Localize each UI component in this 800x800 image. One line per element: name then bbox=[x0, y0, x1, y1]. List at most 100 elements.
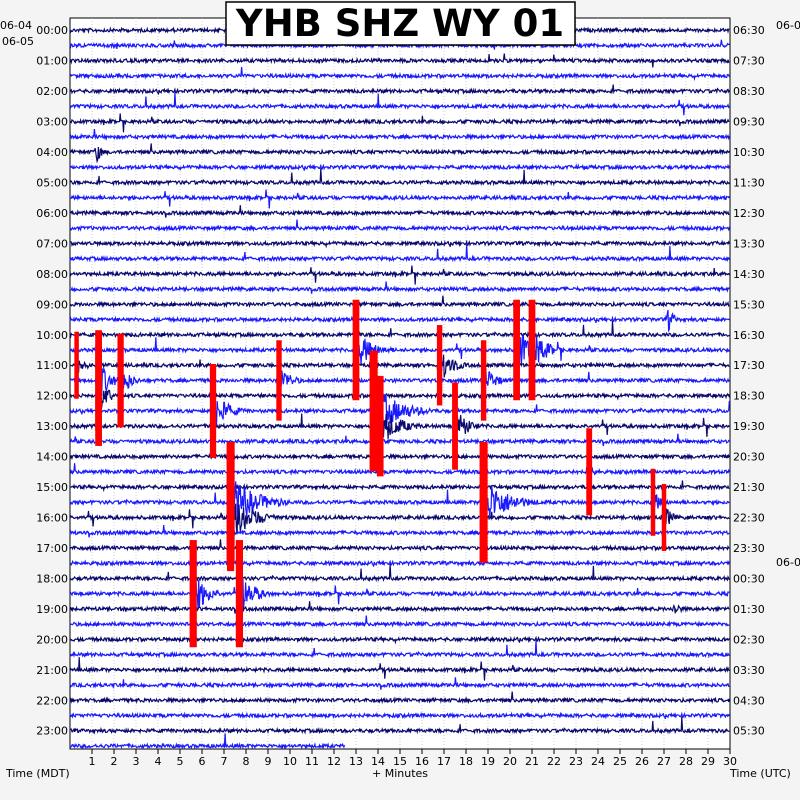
clipped-event bbox=[117, 333, 124, 428]
x-axis-label: + Minutes bbox=[372, 767, 428, 780]
left-hour-label: 10:00 bbox=[36, 329, 68, 342]
x-tick-label: 25 bbox=[613, 755, 627, 768]
trace-line bbox=[69, 67, 730, 82]
trace-line bbox=[69, 564, 730, 583]
trace-line bbox=[69, 460, 730, 480]
clipped-event bbox=[480, 340, 487, 421]
trace-line bbox=[69, 168, 730, 187]
x-tick-label: 20 bbox=[503, 755, 517, 768]
clipped-event bbox=[235, 540, 243, 648]
minute-grid bbox=[91, 18, 709, 749]
left-hour-label: 11:00 bbox=[36, 359, 68, 372]
left-hour-label: 22:00 bbox=[36, 694, 68, 707]
trace-line bbox=[69, 657, 730, 681]
trace-line bbox=[69, 205, 730, 218]
right-hour-label: 16:30 bbox=[733, 329, 765, 342]
x-axis-ticks: 1 2 3 4 5 6 7 8 9 10 11 12 13 14 15 16 17 18 19 20 21 22 23 24 2… bbox=[89, 749, 737, 768]
trace-line bbox=[69, 84, 730, 96]
right-hour-label: 23:30 bbox=[733, 542, 765, 555]
trace-line bbox=[69, 265, 730, 285]
trace-line bbox=[69, 481, 730, 526]
clipped-event bbox=[650, 468, 656, 536]
left-hour-label: 04:00 bbox=[36, 146, 68, 159]
trace-line bbox=[69, 113, 730, 133]
right-hour-label: 04:30 bbox=[733, 694, 765, 707]
trace-line bbox=[70, 281, 730, 294]
clipped-event bbox=[227, 463, 235, 572]
x-tick-label: 5 bbox=[177, 755, 184, 768]
trace-line bbox=[69, 92, 730, 116]
x-tick-label: 15 bbox=[393, 755, 407, 768]
x-tick-label: 26 bbox=[635, 755, 649, 768]
right-hour-label: 00:30 bbox=[733, 572, 765, 585]
x-tick-label: 21 bbox=[525, 755, 539, 768]
trace-line bbox=[69, 601, 730, 614]
trace-line bbox=[69, 53, 730, 68]
right-axis-label: Time (UTC) bbox=[729, 767, 791, 780]
trace-line bbox=[69, 354, 730, 378]
right-hour-label: 05:30 bbox=[733, 725, 765, 738]
clipped-event bbox=[586, 428, 593, 516]
right-hour-label: 15:30 bbox=[733, 298, 765, 311]
clipped-event bbox=[209, 364, 217, 458]
left-hour-label: 18:00 bbox=[36, 572, 68, 585]
trace-line bbox=[69, 733, 346, 750]
left-hour-label: 08:00 bbox=[36, 268, 68, 281]
left-hour-label: 13:00 bbox=[36, 420, 68, 433]
clipped-event bbox=[479, 441, 488, 563]
right-date-bottom: 06-0 bbox=[776, 556, 800, 569]
clipped-event bbox=[661, 484, 667, 552]
left-date-top: 06-04 bbox=[0, 19, 32, 32]
trace-line bbox=[69, 525, 730, 538]
trace-line bbox=[69, 239, 730, 249]
right-hour-label: 07:30 bbox=[733, 55, 765, 68]
trace-line bbox=[69, 129, 730, 141]
trace-line bbox=[69, 503, 730, 537]
trace-line bbox=[69, 320, 730, 339]
left-hour-label: 00:00 bbox=[36, 24, 68, 37]
left-hour-labels: 00:00 01:00 02:00 03:00 04:00 05:00 06:00 07:00… bbox=[36, 24, 68, 738]
seismic-traces bbox=[69, 17, 730, 750]
left-hour-label: 21:00 bbox=[36, 664, 68, 677]
right-hour-label: 17:30 bbox=[733, 359, 765, 372]
trace-line bbox=[69, 559, 730, 568]
left-hour-label: 14:00 bbox=[36, 451, 68, 464]
x-tick-label: 6 bbox=[199, 755, 206, 768]
left-hour-label: 05:00 bbox=[36, 176, 68, 189]
trace-line bbox=[69, 163, 730, 172]
left-hour-label: 07:00 bbox=[36, 237, 68, 250]
trace-line bbox=[69, 711, 730, 720]
trace-line bbox=[69, 244, 730, 263]
trace-line bbox=[69, 377, 730, 414]
right-hour-label: 06:30 bbox=[733, 24, 765, 37]
x-tick-label: 8 bbox=[243, 755, 250, 768]
x-tick-label: 24 bbox=[591, 755, 605, 768]
x-tick-label: 23 bbox=[569, 755, 583, 768]
right-hour-label: 03:30 bbox=[733, 664, 765, 677]
trace-line bbox=[69, 635, 730, 645]
x-tick-label: 4 bbox=[155, 755, 162, 768]
right-hour-label: 13:30 bbox=[733, 237, 765, 250]
clipped-event bbox=[74, 331, 79, 399]
x-tick-label: 11 bbox=[305, 755, 319, 768]
x-tick-label: 19 bbox=[481, 755, 495, 768]
left-hour-label: 06:00 bbox=[36, 207, 68, 220]
right-hour-label: 09:30 bbox=[733, 116, 765, 129]
x-tick-label: 28 bbox=[679, 755, 693, 768]
right-hour-label: 12:30 bbox=[733, 207, 765, 220]
x-tick-label: 29 bbox=[701, 755, 715, 768]
trace-line bbox=[69, 452, 730, 461]
left-hour-label: 17:00 bbox=[36, 542, 68, 555]
trace-line bbox=[69, 143, 730, 164]
right-hour-label: 20:30 bbox=[733, 451, 765, 464]
clipped-event bbox=[95, 345, 102, 446]
left-axis-label: Time (MDT) bbox=[5, 767, 70, 780]
trace-line bbox=[69, 295, 730, 309]
left-hour-label: 02:00 bbox=[36, 85, 68, 98]
trace-line bbox=[69, 433, 730, 447]
x-tick-label: 3 bbox=[133, 755, 140, 768]
x-tick-label: 30 bbox=[723, 755, 737, 768]
chart-title-box bbox=[225, 1, 576, 46]
trace-line bbox=[69, 365, 730, 396]
